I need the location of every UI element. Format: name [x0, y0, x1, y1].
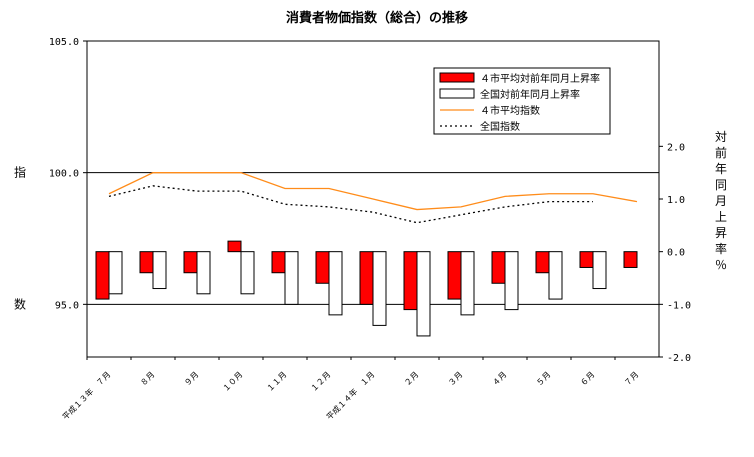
line-national-index	[108, 185, 593, 224]
x-tick-label: ２月	[403, 370, 421, 388]
right-axis-title-char: 前	[715, 145, 727, 160]
bar-4city-change	[139, 251, 154, 274]
right-tick-label: 0.0	[667, 248, 685, 259]
bar-national-change	[416, 251, 431, 337]
legend-label: 全国指数	[480, 120, 520, 133]
right-axis-title-char: ％	[715, 258, 727, 272]
x-tick-label: 平成１３年 ７月	[60, 369, 112, 421]
bar-national-change	[504, 251, 519, 311]
left-axis-title-char: 指	[14, 165, 26, 180]
legend-label: ４市平均対前年同月上昇率	[480, 72, 600, 85]
right-tick-label: 1.0	[667, 195, 685, 206]
x-tick-label: ８月	[139, 370, 157, 388]
left-axis-title-char: 数	[14, 296, 26, 311]
legend-label: 全国対前年同月上昇率	[480, 88, 580, 101]
bar-national-change	[328, 251, 343, 316]
bar-4city-change	[403, 251, 418, 311]
x-tick-label: ５月	[535, 370, 553, 388]
bar-4city-change	[315, 251, 330, 284]
right-tick-label: -1.0	[667, 300, 691, 311]
bar-national-change	[152, 251, 167, 290]
right-axis: 2.0 1.0 0.0 -1.0 -2.0 対前年同月上昇率 ％	[659, 130, 727, 364]
right-axis-title-char: 月	[715, 194, 727, 208]
right-axis-title-char: 上	[715, 210, 727, 224]
bar-national-change	[196, 251, 211, 295]
x-tick-label: １２月	[309, 370, 332, 393]
right-axis-title-char: 年	[715, 162, 727, 176]
left-tick-label: 105.0	[49, 37, 79, 48]
bar-national-change	[284, 251, 299, 305]
bar-4city-change	[227, 240, 242, 253]
right-axis-title-char: 対	[715, 130, 727, 144]
right-tick-label: -2.0	[667, 353, 691, 364]
x-tick-label: ６月	[579, 370, 597, 388]
legend-label: ４市平均指数	[480, 104, 540, 117]
right-axis-title-char: 同	[715, 178, 727, 192]
chart-title: 消費者物価指数（総合）の推移	[286, 10, 468, 26]
bar-4city-change	[623, 251, 638, 268]
left-tick-label: 95.0	[55, 300, 79, 311]
bar-national-change	[240, 251, 255, 295]
series-layer	[95, 172, 638, 337]
left-axis: 105.0 100.0 95.0 指数	[14, 37, 87, 311]
bar-4city-change	[359, 251, 374, 305]
bar-4city-change	[535, 251, 550, 274]
right-axis-title-char: 昇	[715, 226, 727, 240]
legend-swatch	[439, 72, 475, 83]
bar-4city-change	[183, 251, 198, 274]
left-tick-label: 100.0	[49, 169, 79, 180]
line-4city-index	[108, 172, 638, 211]
x-tick-label: 平成１４年 １月	[324, 369, 376, 421]
bar-national-change	[372, 251, 387, 326]
x-tick-label: １０月	[221, 370, 244, 393]
x-tick-label: ３月	[447, 370, 465, 388]
x-tick-label: ７月	[623, 370, 641, 388]
bar-4city-change	[95, 251, 110, 300]
x-tick-label: ９月	[183, 370, 201, 388]
bar-national-change	[592, 251, 607, 290]
bar-national-change	[548, 251, 563, 300]
right-axis-title-char: 率	[715, 241, 727, 256]
legend-swatch	[439, 88, 475, 99]
bar-4city-change	[271, 251, 286, 274]
right-tick-label: 2.0	[667, 142, 685, 153]
x-tick-label: ４月	[491, 370, 509, 388]
bar-4city-change	[579, 251, 594, 268]
bar-national-change	[460, 251, 475, 316]
bar-4city-change	[447, 251, 462, 300]
x-tick-label: １１月	[265, 370, 288, 393]
bar-4city-change	[491, 251, 506, 284]
bar-national-change	[108, 251, 123, 295]
